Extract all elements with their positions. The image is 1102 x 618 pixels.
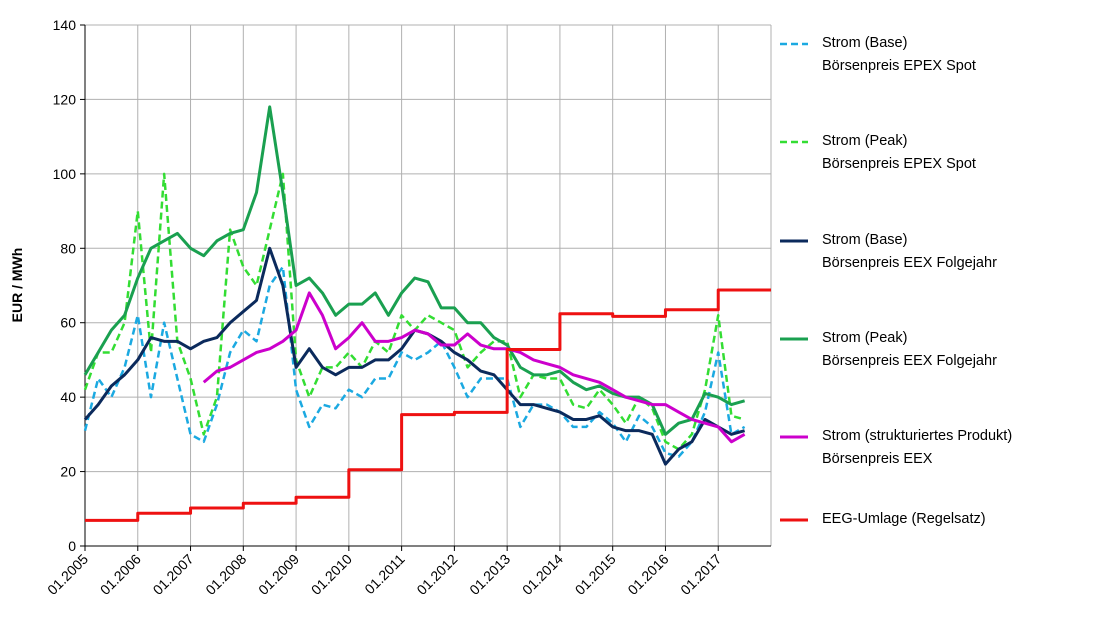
series-line xyxy=(83,105,746,436)
y-tick-label: 20 xyxy=(60,464,76,480)
x-tick-label: 01.2012 xyxy=(413,551,460,598)
y-tick-label: 40 xyxy=(60,389,76,405)
legend-label: EEG-Umlage (Regelsatz) xyxy=(822,511,986,527)
x-tick-label: 01.2005 xyxy=(44,551,91,598)
y-tick-label: 0 xyxy=(68,538,76,554)
series-line xyxy=(83,265,746,458)
y-tick-label: 80 xyxy=(60,240,76,256)
legend-label: Strom (strukturiertes Produkt) Börsenpre… xyxy=(822,428,1013,467)
legend-label: Strom (Peak) Börsenpreis EEX Folgejahr xyxy=(822,330,997,369)
series-line xyxy=(85,288,771,522)
x-tick-label: 01.2011 xyxy=(361,551,408,598)
x-tick-label: 01.2017 xyxy=(677,551,724,598)
y-axis-label: EUR / MWh xyxy=(9,248,25,323)
x-tick-label: 01.2008 xyxy=(202,551,249,598)
series-line xyxy=(202,291,746,444)
legend-label: Strom (Base) Börsenpreis EEX Folgejahr xyxy=(822,232,997,271)
y-tick-label: 140 xyxy=(53,17,77,33)
y-tick-label: 120 xyxy=(53,91,77,107)
x-tick-label: 01.2007 xyxy=(150,551,197,598)
series-line xyxy=(83,246,746,466)
x-tick-label: 01.2006 xyxy=(97,551,144,598)
x-tick-label: 01.2016 xyxy=(624,551,671,598)
y-tick-label: 60 xyxy=(60,315,76,331)
x-tick-label: 01.2013 xyxy=(466,551,513,598)
legend-label: Strom (Peak) Börsenpreis EPEX Spot xyxy=(822,133,976,172)
x-tick-label: 01.2010 xyxy=(308,551,355,598)
x-tick-label: 01.2009 xyxy=(255,551,302,598)
y-tick-label: 100 xyxy=(53,166,77,182)
legend-label: Strom (Base) Börsenpreis EPEX Spot xyxy=(822,35,976,74)
x-tick-label: 01.2015 xyxy=(572,551,619,598)
x-tick-label: 01.2014 xyxy=(519,551,566,598)
